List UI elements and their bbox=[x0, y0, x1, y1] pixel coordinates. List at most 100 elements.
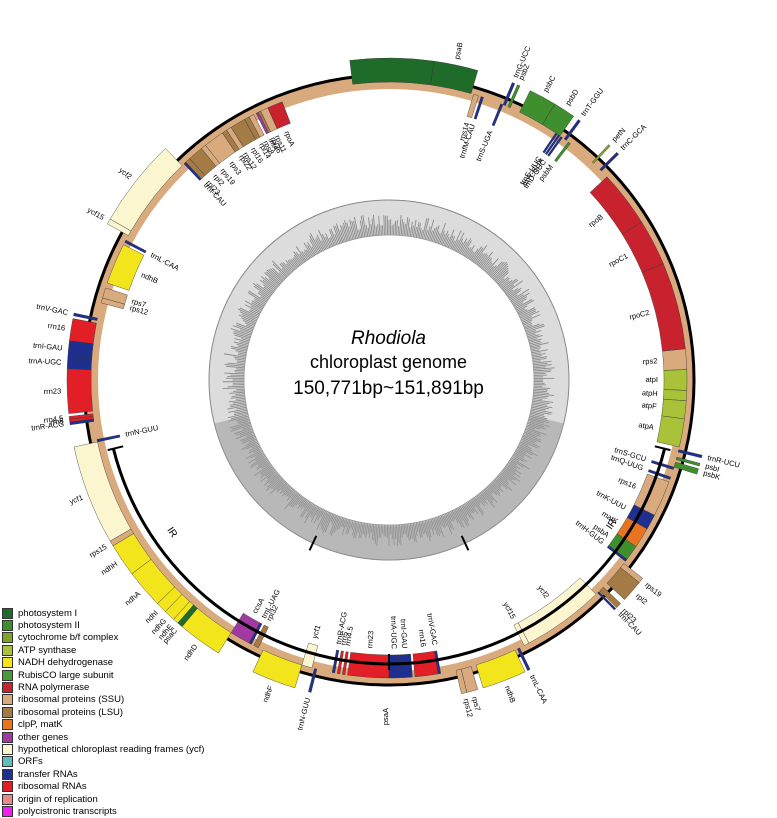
gene-label-rrn5: rrn5 bbox=[339, 631, 350, 646]
gene-rrn4.5 bbox=[342, 651, 349, 675]
gene-ndhF bbox=[252, 649, 303, 689]
gene-label-rps12: rps12 bbox=[462, 698, 475, 718]
legend-item: ribosomal RNAs bbox=[2, 780, 232, 793]
gene-label-rrn23: rrn23 bbox=[365, 631, 375, 649]
legend-item: ribosomal proteins (SSU) bbox=[2, 694, 232, 706]
gene-label-ycf1: ycf1 bbox=[68, 493, 84, 506]
gene-label-trnI-GAU: trnI-GAU bbox=[33, 341, 63, 353]
ir-junction-tick bbox=[308, 535, 318, 551]
gene-rpoA bbox=[267, 101, 291, 130]
legend-label: clpP, matK bbox=[18, 719, 63, 731]
legend-swatch bbox=[2, 644, 13, 656]
gene-trnV-GAC bbox=[73, 312, 98, 321]
gene-psaA bbox=[349, 57, 435, 86]
legend-item: ribosomal proteins (LSU) bbox=[2, 706, 232, 718]
gene-trnD-GUC bbox=[547, 136, 563, 157]
gene-label-atpI: atpI bbox=[645, 375, 658, 384]
legend-label: ORFs bbox=[18, 756, 43, 768]
gene-trnS-UGA bbox=[491, 103, 504, 127]
legend-label: ribosomal RNAs bbox=[18, 781, 87, 793]
legend-item: transfer RNAs bbox=[2, 768, 232, 780]
gene-label-trnL-CAA: trnL-CAA bbox=[149, 250, 180, 272]
gene-atpA bbox=[656, 415, 685, 448]
gene-label-psbI: psbI bbox=[704, 461, 720, 473]
gc-content-ring bbox=[208, 199, 570, 561]
gene-label-ndhH: ndhH bbox=[99, 559, 119, 576]
legend-swatch bbox=[2, 719, 13, 731]
gene-label-atpF: atpF bbox=[641, 400, 657, 411]
legend-label: NADH dehydrogenase bbox=[18, 657, 114, 669]
legend-label: hypothetical chloroplast reading frames … bbox=[18, 743, 205, 755]
gene-trnG-UCC bbox=[502, 82, 516, 106]
gene-label-trnA-UGC: trnA-UGC bbox=[389, 616, 399, 650]
genome-subtitle: chloroplast genome bbox=[309, 352, 468, 372]
gene-trnQ-UUG bbox=[647, 469, 672, 480]
gene-trnH-GUG bbox=[606, 545, 628, 562]
gene-ycf15 bbox=[513, 622, 530, 646]
gene-label-rrn23: rrn23 bbox=[44, 386, 62, 396]
gene-label-rps15: rps15 bbox=[88, 542, 109, 559]
legend-item: NADH dehydrogenase bbox=[2, 657, 232, 669]
ir-shade bbox=[214, 415, 564, 561]
legend-label: ribosomal proteins (LSU) bbox=[18, 706, 124, 718]
gene-label-rps2: rps2 bbox=[642, 356, 657, 366]
gene-ycf2 bbox=[109, 148, 183, 232]
gene-label-trnN-GUU: trnN-GUU bbox=[295, 697, 312, 732]
gene-trnA-UGC bbox=[388, 654, 400, 679]
legend-swatch bbox=[2, 694, 13, 706]
genome-circle-map: psaApsaBrps14trnfM-CAUtrnS-UGAtrnG-UCCps… bbox=[28, 41, 740, 732]
legend-swatch bbox=[2, 743, 13, 755]
gene-label-rrn16: rrn16 bbox=[47, 321, 66, 333]
genome-title: Rhodiola bbox=[351, 328, 426, 349]
legend-item: hypothetical chloroplast reading frames … bbox=[2, 743, 232, 755]
gene-trnI-CAU bbox=[597, 591, 617, 611]
gene-label-rrn5: rrn5 bbox=[50, 416, 64, 427]
gene-label-trnA-UGC: trnA-UGC bbox=[28, 356, 62, 367]
legend-item: photosystem II bbox=[2, 619, 232, 632]
legend-item: origin of replication bbox=[2, 793, 232, 805]
gene-label-trnK-UUU: trnK-UUU bbox=[595, 488, 628, 511]
gene-label-rps7: rps7 bbox=[131, 297, 148, 310]
gene-label-rpl2: rpl2 bbox=[634, 591, 649, 606]
legend-label: photosystem I bbox=[18, 607, 78, 619]
gene-trnY-GUA bbox=[544, 134, 561, 156]
legend-swatch bbox=[2, 781, 13, 793]
legend-label: photosystem II bbox=[18, 620, 80, 632]
gene-label-ndhF: ndhF bbox=[261, 684, 276, 704]
gene-label-ycf1: ycf1 bbox=[310, 624, 322, 640]
gene-label-ndhB: ndhB bbox=[503, 684, 518, 704]
legend-item: clpP, matK bbox=[2, 719, 232, 731]
gene-petN bbox=[591, 144, 611, 164]
gene-psbM bbox=[554, 141, 571, 163]
legend-swatch bbox=[2, 607, 13, 619]
legend-label: ATP synthase bbox=[18, 644, 77, 656]
genome-size: 150,771bp~151,891bp bbox=[293, 378, 484, 399]
legend-item: polycistronic transcripts bbox=[2, 805, 232, 817]
gene-label-trnN-GUU: trnN-GUU bbox=[125, 423, 159, 439]
gene-rrn16 bbox=[412, 650, 439, 678]
gene-psaB bbox=[430, 60, 479, 94]
legend-swatch bbox=[2, 657, 13, 669]
gene-label-rpoB: rpoB bbox=[587, 212, 605, 229]
gene-label-trnS-UGA: trnS-UGA bbox=[474, 129, 495, 163]
gene-rps12 bbox=[455, 668, 468, 694]
legend-label: polycistronic transcripts bbox=[18, 805, 117, 817]
legend-swatch bbox=[2, 793, 13, 805]
gene-ccsA bbox=[230, 612, 261, 644]
gene-rps8 bbox=[248, 114, 265, 138]
gene-trnN-GUU bbox=[96, 434, 121, 443]
gene-rps7 bbox=[102, 287, 128, 305]
ir-boundary-tick bbox=[107, 445, 124, 452]
gene-label-trnT-GGU: trnT-GGU bbox=[579, 86, 605, 118]
gene-trnN-GUU bbox=[308, 668, 318, 693]
gene-label-ycf2: ycf2 bbox=[117, 166, 133, 182]
legend-item: photosystem I bbox=[2, 607, 232, 619]
gene-label-psbC: psbC bbox=[541, 73, 558, 93]
gene-label-rrn4.5: rrn4.5 bbox=[43, 414, 64, 425]
ir-junction-tick bbox=[460, 535, 470, 551]
gene-ycf1 bbox=[301, 642, 319, 669]
legend-item: cytochrome b/f complex bbox=[2, 632, 232, 644]
gene-trnR-ACG bbox=[331, 649, 340, 674]
gene-label-ycf15: ycf15 bbox=[86, 205, 106, 222]
